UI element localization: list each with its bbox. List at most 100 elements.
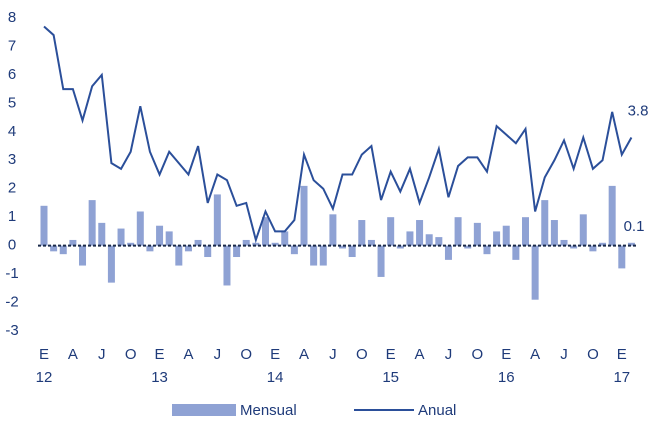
y-tick-label: -1 [5,265,18,282]
y-tick-label: 2 [8,180,16,197]
bar [367,239,375,246]
x-tick-label: E [386,346,396,363]
bar [483,245,491,255]
year-label: 16 [498,369,515,386]
x-tick-label: E [617,346,627,363]
bar [69,239,77,246]
y-tick-label: 0 [8,237,16,254]
bar [522,217,529,246]
x-tick-label: J [329,346,337,363]
bar [310,245,318,266]
bar [627,242,635,246]
bar [473,222,481,246]
bar [59,245,67,255]
bar [156,225,164,246]
x-tick-label: A [299,346,309,363]
x-tick-label: O [356,346,368,363]
bar [560,239,568,246]
bar [184,245,192,252]
bar [290,245,298,255]
x-tick-label: E [270,346,280,363]
y-tick-label: 3 [8,151,16,168]
year-label: 14 [267,369,284,386]
x-tick-label: J [560,346,568,363]
bar [204,245,212,258]
bar [300,185,308,246]
bar [531,245,539,300]
bar [454,217,462,246]
bar [136,211,144,246]
bar [127,242,135,246]
bar [435,237,443,246]
x-tick-label: E [501,346,511,363]
y-tick-label: 6 [8,66,16,83]
bar [396,245,404,249]
bar [541,200,549,246]
bar [146,245,154,252]
line [43,25,633,244]
bar [98,222,106,246]
data-label: 3.8 [628,102,649,119]
bar [550,220,558,246]
legend-label: Mensual [240,402,297,419]
bar [50,245,58,252]
legend-swatch [172,404,236,416]
bar [233,245,241,258]
bar [194,239,202,246]
bar [271,242,279,246]
bar [444,245,452,260]
y-tick-label: -3 [5,322,18,339]
bar [608,185,616,246]
year-label: 13 [151,369,168,386]
bar [40,205,48,246]
x-tick-label: O [587,346,599,363]
x-tick-label: E [155,346,165,363]
bar [406,231,414,246]
year-label: 12 [36,369,53,386]
x-tick-label: A [68,346,78,363]
bar [570,245,578,249]
y-tick-label: 7 [8,37,16,54]
x-tick-label: O [472,346,484,363]
bar [107,245,115,283]
x-tick-label: A [415,346,425,363]
bar [579,214,587,246]
bar [223,245,231,286]
bar [618,245,626,269]
bar [88,200,96,246]
year-label: 15 [382,369,399,386]
bar [464,245,472,249]
bar [416,220,424,246]
bar [165,231,173,246]
x-tick-label: J [214,346,222,363]
bar [281,231,289,246]
data-label: 0.1 [624,218,645,235]
bar [339,245,347,249]
bar [261,217,269,246]
x-tick-label: O [125,346,137,363]
y-tick-label: 4 [8,123,16,140]
x-tick-label: J [98,346,106,363]
x-tick-label: A [183,346,193,363]
bar [252,242,260,246]
legend-label: Anual [418,402,456,419]
bar [512,245,520,260]
y-tick-label: -2 [5,294,18,311]
bar [242,239,250,246]
bar [358,220,366,246]
bar [502,225,510,246]
y-tick-label: 5 [8,94,16,111]
bar [599,242,607,246]
x-tick-label: E [39,346,49,363]
bar [589,245,597,252]
year-label: 17 [613,369,630,386]
bar [213,194,221,246]
x-tick-label: J [445,346,453,363]
bar [117,228,125,246]
bar [425,234,433,246]
bar [377,245,385,277]
bar [493,231,501,246]
bar [329,214,337,246]
bar [387,217,395,246]
